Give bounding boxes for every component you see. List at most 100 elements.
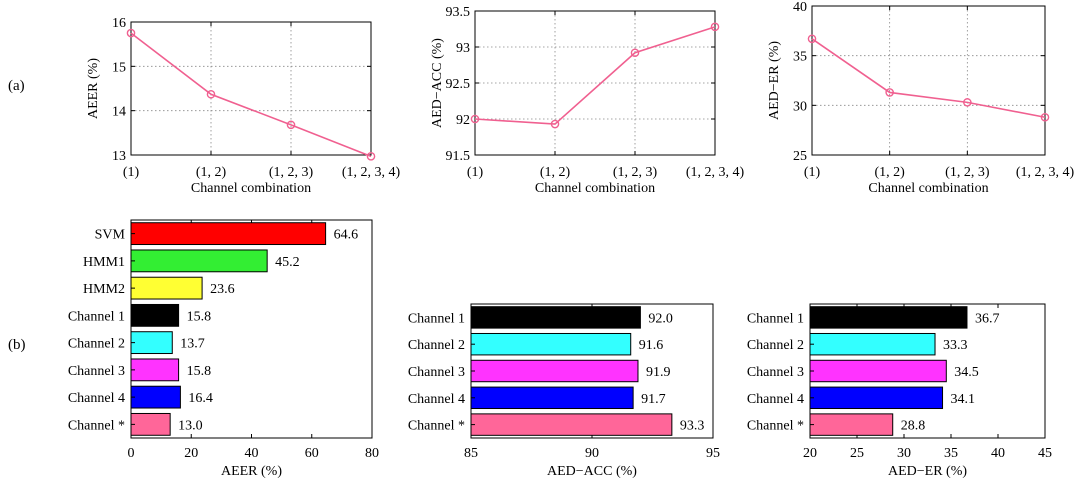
value-label: 15.8 <box>187 309 212 324</box>
x-tick-label: (1, 2, 3, 4) <box>686 165 745 180</box>
x-tick-label: (1, 2) <box>196 165 227 180</box>
y-tick-label: 16 <box>112 16 126 31</box>
bar-hmm1 <box>130 249 268 273</box>
y-tick-label: 15 <box>112 60 126 75</box>
x-axis-label: AED−ER (%) <box>888 464 967 479</box>
bar-channel-2 <box>130 331 173 355</box>
category-label: Channel 2 <box>747 338 804 353</box>
y-tick-label: 92.5 <box>446 77 471 92</box>
chart-b2: 85 90 95 Channel 1 92.0 Channel 2 91.6 Channel … <box>408 303 720 479</box>
value-label: 91.7 <box>641 392 666 407</box>
value-label: 45.2 <box>275 255 300 270</box>
x-tick-label: (1, 2, 3) <box>613 165 658 180</box>
data-point <box>963 98 972 107</box>
chart-a1: 13 14 15 16 (1) (1, 2) (1, 2, 3) (1, 2, 3, 4) Ch… <box>86 16 400 196</box>
y-tick-label: 35 <box>793 50 807 65</box>
data-point <box>286 120 296 130</box>
bar-channel-4 <box>470 386 634 410</box>
category-label: Channel 4 <box>68 391 125 406</box>
bar-channel- <box>470 413 673 436</box>
x-axis-label: AED−ACC (%) <box>547 464 637 479</box>
series-line <box>811 38 1046 119</box>
x-tick-label: 30 <box>897 446 911 461</box>
category-label: SVM <box>95 228 126 243</box>
value-label: 13.0 <box>178 418 203 433</box>
y-axis-label: AED−ACC (%) <box>430 38 445 128</box>
x-tick-label: (1, 2) <box>875 165 906 180</box>
bar-channel-1 <box>809 306 968 329</box>
plot-frame <box>811 5 1046 156</box>
data-point <box>366 152 376 161</box>
x-tick-label: 90 <box>585 446 599 461</box>
x-tick-label: (1) <box>123 165 140 180</box>
value-label: 93.3 <box>680 419 705 434</box>
data-point <box>550 119 560 129</box>
bar-channel-2 <box>809 332 936 356</box>
value-label: 28.8 <box>901 419 926 434</box>
x-tick-label: (1, 2, 3, 4) <box>1016 165 1075 180</box>
x-tick-label: 40 <box>991 446 1005 461</box>
value-label: 92.0 <box>648 311 673 326</box>
value-label: 13.7 <box>180 337 205 352</box>
value-label: 64.6 <box>334 228 359 243</box>
bar-channel-1 <box>470 306 641 329</box>
value-label: 36.7 <box>975 311 1000 326</box>
x-tick-label: 20 <box>184 446 198 461</box>
x-tick-label: (1) <box>804 165 821 180</box>
y-axis-label: AEER (%) <box>86 58 101 119</box>
chart-b3: 20 25 30 35 40 45 Channel 1 36.7 Channel 2 33.3 Ch… <box>747 303 1052 479</box>
category-label: Channel 2 <box>408 338 465 353</box>
value-label: 33.3 <box>943 338 968 353</box>
x-tick-label: 45 <box>1038 446 1052 461</box>
x-tick-label: 40 <box>245 446 259 461</box>
y-tick-label: 25 <box>793 149 807 164</box>
category-label: Channel 3 <box>68 364 125 379</box>
y-tick-label: 92 <box>456 113 470 128</box>
x-tick-label: 80 <box>365 446 379 461</box>
data-point <box>470 114 480 124</box>
x-tick-label: 20 <box>803 446 817 461</box>
chart-a3: 25 30 35 40 (1) (1, 2) (1, 2, 3) (1, 2, 3, 4) Ch… <box>767 0 1074 196</box>
category-label: Channel 1 <box>408 311 465 326</box>
x-tick-label: 35 <box>944 446 958 461</box>
bar-svm <box>130 222 327 246</box>
category-label: Channel 4 <box>747 392 804 407</box>
value-label: 34.5 <box>954 365 979 380</box>
category-label: HMM2 <box>83 282 125 297</box>
panel-label-b: (b) <box>8 337 26 353</box>
category-label: Channel * <box>68 418 125 433</box>
data-point <box>1040 112 1050 122</box>
x-tick-label: (1, 2) <box>540 165 571 180</box>
y-tick-label: 13 <box>112 149 126 164</box>
data-point <box>807 34 817 44</box>
y-tick-label: 40 <box>793 0 807 15</box>
x-tick-label: 85 <box>464 446 478 461</box>
chart-a2: 91.5 92 92.5 93 93.5 (1) (1, 2) (1, 2, 3) (1, 2,… <box>430 5 744 196</box>
x-axis-label: Channel combination <box>191 181 311 196</box>
x-tick-label: (1) <box>467 165 484 180</box>
value-label: 15.8 <box>187 364 212 379</box>
x-axis-label: Channel combination <box>535 181 655 196</box>
data-point <box>630 48 640 58</box>
category-label: HMM1 <box>83 255 125 270</box>
x-axis-label: AEER (%) <box>221 464 282 479</box>
category-label: Channel 3 <box>747 365 804 380</box>
x-tick-label: (1, 2, 3, 4) <box>342 165 401 180</box>
charts: 13 14 15 16 (1) (1, 2) (1, 2, 3) (1, 2, 3, 4) Ch… <box>68 0 1075 479</box>
bar-channel-3 <box>130 358 180 382</box>
bar-channel-4 <box>809 386 944 410</box>
data-point <box>710 22 720 32</box>
y-tick-label: 93.5 <box>446 5 471 20</box>
category-label: Channel * <box>408 419 465 434</box>
x-tick-label: 95 <box>706 446 720 461</box>
bar-channel-3 <box>470 359 639 383</box>
y-tick-label: 14 <box>112 105 126 120</box>
x-tick-label: 60 <box>305 446 319 461</box>
category-label: Channel * <box>747 419 804 434</box>
bar-channel-3 <box>809 359 947 383</box>
category-label: Channel 4 <box>408 392 465 407</box>
bar-channel-4 <box>130 385 181 409</box>
x-tick-label: 25 <box>850 446 864 461</box>
y-axis-label: AED−ER (%) <box>767 41 782 120</box>
